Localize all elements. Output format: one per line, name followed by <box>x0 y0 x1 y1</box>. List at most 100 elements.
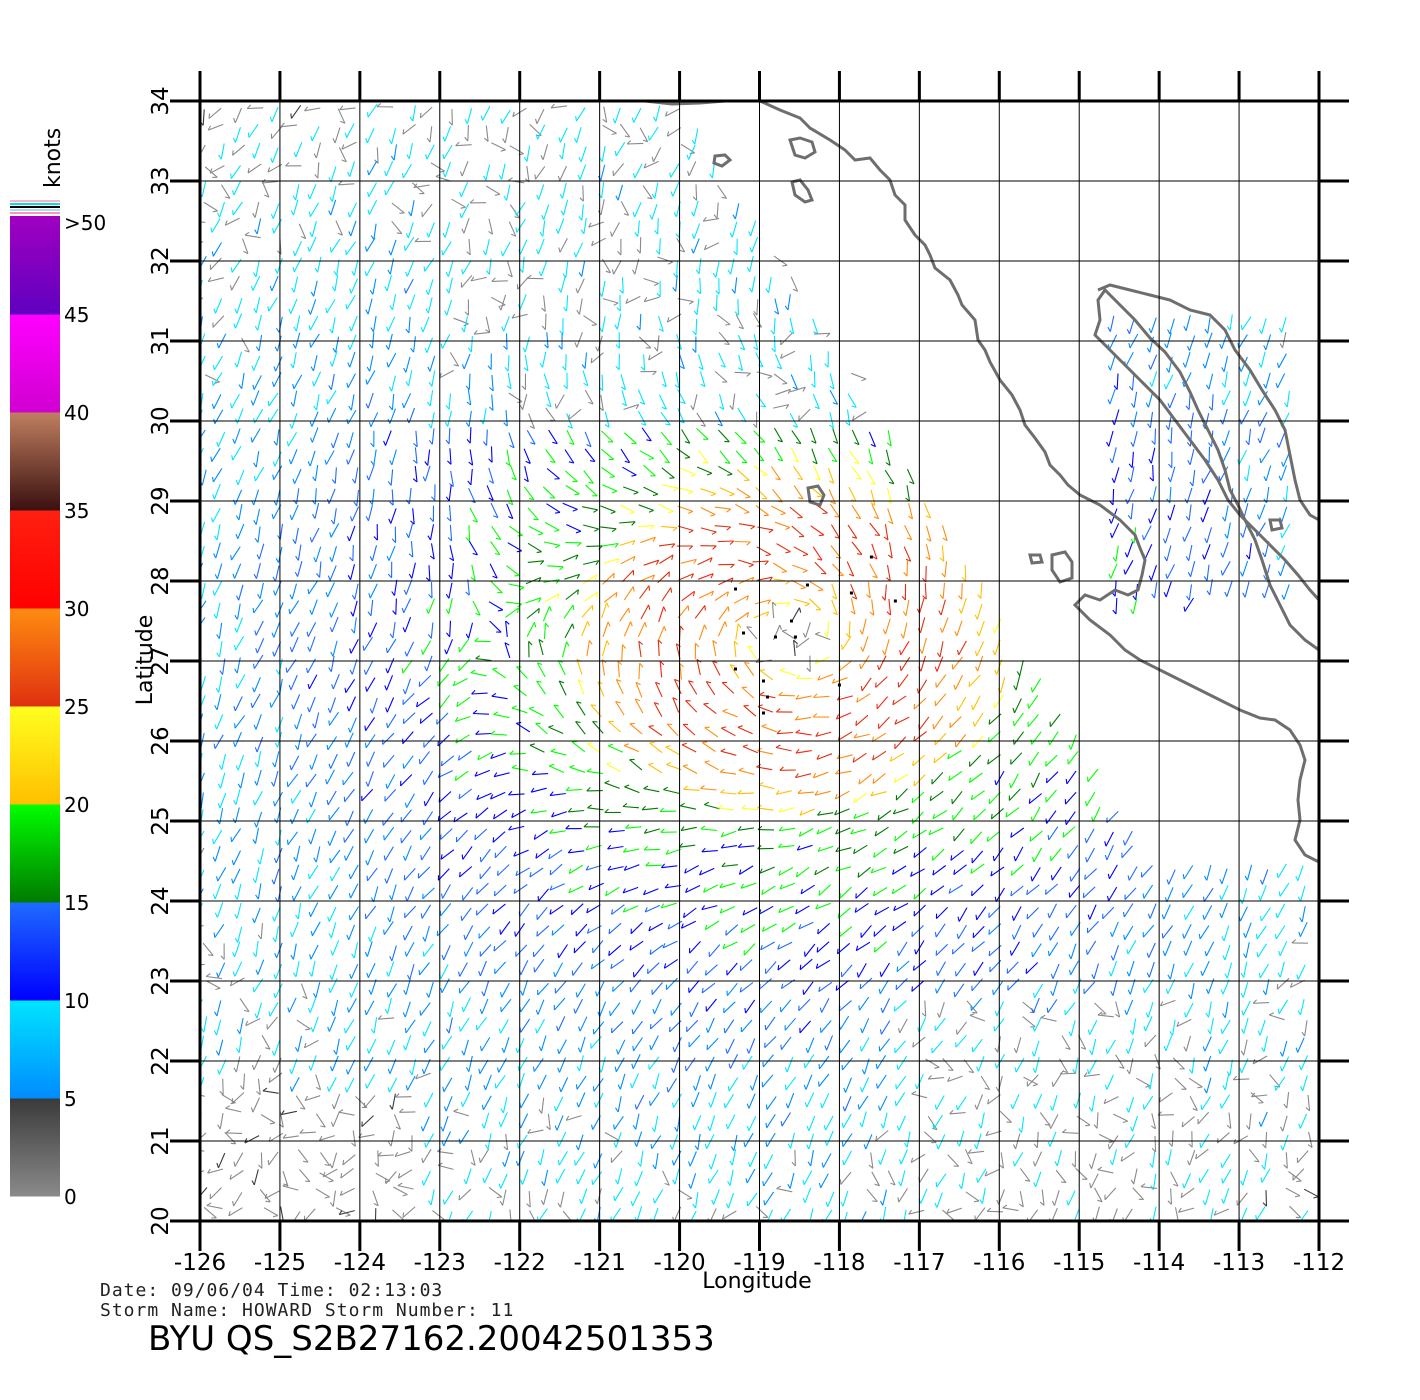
wind-vector <box>872 750 887 761</box>
wind-vector <box>1202 506 1209 523</box>
wind-vector <box>252 390 260 406</box>
wind-vector <box>330 199 337 216</box>
wind-vector-barb <box>232 438 236 444</box>
wind-vector-barb <box>776 729 781 735</box>
wind-vector-barb <box>306 631 309 637</box>
wind-vector <box>257 1078 261 1095</box>
wind-vector <box>511 809 526 819</box>
wind-vector <box>1049 713 1061 728</box>
wind-vector-barb <box>425 154 428 160</box>
wind-vector <box>237 754 245 771</box>
wind-vector-barb <box>778 826 783 832</box>
wind-vector-barb <box>652 1084 656 1090</box>
wind-vector-barb <box>746 1048 750 1054</box>
wind-vector <box>911 925 924 937</box>
wind-vector-barb <box>444 649 448 655</box>
wind-vector <box>935 1095 945 1110</box>
wind-vector-barb <box>730 577 734 583</box>
wind-vector-barb <box>935 988 938 994</box>
wind-vector <box>205 980 221 989</box>
wind-vector <box>586 743 601 754</box>
wind-vector <box>469 449 474 466</box>
wind-vector <box>692 238 700 254</box>
wind-vector <box>525 597 542 604</box>
wind-vector-barb <box>1072 988 1076 994</box>
wind-vector-barb <box>1030 687 1033 693</box>
wind-vector-barb <box>874 910 878 916</box>
wind-vector <box>608 922 622 935</box>
wind-vector-barb <box>1277 570 1282 577</box>
wind-vector-barb <box>231 860 235 866</box>
wind-vector-barb <box>537 1084 540 1090</box>
wind-vector <box>996 1001 1005 1017</box>
wind-vector <box>345 845 354 861</box>
wind-vector <box>658 543 675 547</box>
wind-vector-barb <box>287 1007 290 1013</box>
wind-vector-barb <box>912 760 914 766</box>
wind-vector <box>1241 1058 1249 1074</box>
wind-vector <box>916 1073 924 1090</box>
wind-vector-barb <box>367 936 371 942</box>
wind-vector-barb <box>725 930 727 936</box>
wind-vector-barb <box>757 704 763 708</box>
wind-vector-barb <box>413 183 418 188</box>
wind-vector <box>789 506 803 518</box>
wind-vector <box>386 275 392 292</box>
wind-vector <box>1282 331 1287 348</box>
wind-vector-barb <box>829 480 835 484</box>
wind-vector-barb <box>692 1125 696 1131</box>
wind-vector-barb <box>818 1063 821 1069</box>
wind-vector-barb <box>686 154 690 160</box>
wind-vector <box>453 1110 470 1117</box>
wind-vector-barb <box>590 963 594 970</box>
wind-vector <box>344 828 355 843</box>
wind-vector <box>255 714 262 730</box>
wind-vector-barb <box>1113 385 1118 390</box>
wind-vector-barb <box>613 302 619 306</box>
wind-vector <box>225 217 240 226</box>
wind-vector <box>548 726 564 735</box>
wind-vector-barb <box>1203 1066 1207 1072</box>
wind-vector <box>680 826 697 832</box>
wind-vector <box>648 351 663 361</box>
wind-vector-barb <box>777 944 781 950</box>
wind-vector <box>1049 926 1060 941</box>
wind-vector <box>453 812 468 823</box>
wind-vector-barb <box>253 475 256 482</box>
wind-vector <box>666 977 678 990</box>
wind-vector <box>689 941 701 954</box>
wind-vector-barb <box>632 1045 635 1051</box>
wind-vector <box>517 1037 525 1054</box>
wind-vector-barb <box>1148 327 1152 334</box>
wind-vector-barb <box>328 720 331 726</box>
wind-vector-barb <box>308 839 312 845</box>
wind-vector <box>1034 1056 1040 1073</box>
wind-vector <box>1265 979 1270 995</box>
wind-vector-barb <box>691 248 694 254</box>
wind-vector <box>239 1017 244 1034</box>
wind-vector-barb <box>954 631 958 637</box>
wind-vector-barb <box>909 481 915 485</box>
wind-vector <box>292 199 299 216</box>
wind-vector-barb <box>968 777 972 783</box>
wind-vector-barb <box>1010 870 1013 876</box>
wind-vector-barb <box>817 928 819 935</box>
wind-vector-barb <box>252 800 256 806</box>
wind-vector <box>459 980 471 994</box>
wind-vector-barb <box>309 764 313 770</box>
wind-vector-barb <box>1238 366 1242 372</box>
wind-vector-barb <box>673 487 678 492</box>
wind-vector <box>644 296 660 303</box>
wind-vector <box>405 356 411 373</box>
wind-vector-barb <box>956 1104 958 1110</box>
wind-vector-barb <box>289 647 293 653</box>
wind-vector <box>391 1093 396 1110</box>
wind-vector <box>465 941 474 957</box>
wind-vector <box>1259 963 1269 979</box>
wind-vector <box>578 1055 584 1072</box>
wind-vector <box>995 887 1005 902</box>
wind-vector <box>734 540 751 543</box>
wind-vector <box>586 640 590 657</box>
wind-vector <box>339 107 356 111</box>
wind-vector <box>566 524 582 532</box>
